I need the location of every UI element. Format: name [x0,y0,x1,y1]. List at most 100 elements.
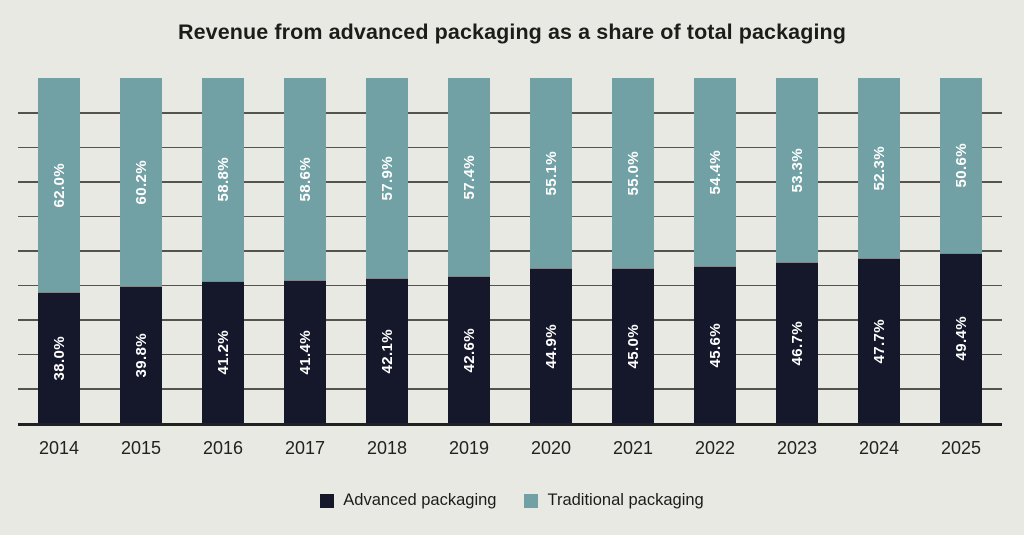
advanced-packaging-segment-2024: 47.7% [858,258,900,423]
traditional-packaging-value-label: 52.3% [870,145,888,191]
bar-slot-2015: 60.2% 39.8% [100,78,182,423]
stacked-bar-2025: 50.6% 49.4% [940,78,982,423]
advanced-packaging-value-label: 38.0% [50,335,68,381]
bar-slot-2024: 52.3% 47.7% [838,78,920,423]
bar-slot-2019: 57.4% 42.6% [428,78,510,423]
bar-slot-2017: 58.6% 41.4% [264,78,346,423]
traditional-packaging-value-label: 57.9% [378,155,396,201]
traditional-packaging-segment-2022: 54.4% [694,78,736,266]
advanced-packaging-segment-2025: 49.4% [940,252,982,423]
gridline [18,146,1002,148]
x-axis-tick-2016: 2016 [202,438,244,458]
traditional-packaging-value-label: 53.3% [788,147,806,193]
traditional-packaging-value-label: 55.1% [542,150,560,196]
x-axis-tick-2017: 2017 [284,438,326,458]
stacked-bar-2020: 55.1% 44.9% [530,78,572,423]
stacked-bar-2014: 62.0% 38.0% [38,78,80,423]
traditional-packaging-segment-2015: 60.2% [120,78,162,286]
gridline [18,250,1002,252]
bar-slot-2021: 55.0% 45.0% [592,78,674,423]
traditional-packaging-value-label: 58.8% [214,157,232,202]
traditional-packaging-swatch-icon [524,493,539,508]
gridline [18,181,1002,183]
traditional-packaging-value-label: 50.6% [952,143,970,188]
legend-item-traditional-packaging: Traditional packaging [524,491,704,510]
advanced-packaging-segment-2018: 42.1% [366,277,408,423]
stacked-bar-2023: 53.3% 46.7% [776,78,818,423]
traditional-packaging-segment-2017: 58.6% [284,78,326,281]
traditional-packaging-value-label: 62.0% [50,162,68,208]
stacked-bar-2019: 57.4% 42.6% [448,78,490,423]
advanced-packaging-segment-2020: 44.9% [530,268,572,423]
advanced-packaging-segment-2017: 41.4% [284,280,326,423]
traditional-packaging-segment-2014: 62.0% [38,78,80,292]
x-axis-tick-2015: 2015 [120,438,162,458]
advanced-packaging-value-label: 42.6% [460,327,478,373]
plot-area: 62.0% 38.0% 60.2% 39.8% 58.8% 41.2% 58.6% 41.4%… [18,78,1002,426]
traditional-packaging-segment-2020: 55.1% [530,78,572,269]
bar-slot-2023: 53.3% 46.7% [756,78,838,423]
bar-slot-2016: 58.8% 41.2% [182,78,264,423]
advanced-packaging-value-label: 39.8% [132,332,150,378]
advanced-packaging-segment-2019: 42.6% [448,276,490,423]
advanced-packaging-value-label: 49.4% [952,316,970,361]
stacked-bar-2017: 58.6% 41.4% [284,78,326,423]
advanced-packaging-swatch-icon [320,493,335,508]
legend-item-advanced-packaging: Advanced packaging [320,491,496,510]
stacked-bar-2016: 58.8% 41.2% [202,78,244,423]
bars-container: 62.0% 38.0% 60.2% 39.8% 58.8% 41.2% 58.6% 41.4%… [18,78,1002,423]
advanced-packaging-value-label: 46.7% [788,320,806,366]
advanced-packaging-segment-2015: 39.8% [120,285,162,423]
stacked-bar-2022: 54.4% 45.6% [694,78,736,423]
x-axis-tick-2021: 2021 [612,438,654,458]
traditional-packaging-segment-2016: 58.8% [202,78,244,281]
stacked-bar-2018: 57.9% 42.1% [366,78,408,423]
advanced-packaging-value-label: 41.4% [296,329,314,375]
bar-slot-2018: 57.9% 42.1% [346,78,428,423]
x-axis-tick-2025: 2025 [940,438,982,458]
stacked-bar-2021: 55.0% 45.0% [612,78,654,423]
bar-slot-2014: 62.0% 38.0% [18,78,100,423]
x-axis-tick-2018: 2018 [366,438,408,458]
advanced-packaging-segment-2022: 45.6% [694,265,736,423]
traditional-packaging-segment-2021: 55.0% [612,78,654,268]
gridline [18,284,1002,286]
traditional-packaging-value-label: 55.0% [624,150,642,196]
advanced-packaging-segment-2014: 38.0% [38,291,80,423]
traditional-packaging-segment-2023: 53.3% [776,78,818,262]
gridline [18,215,1002,217]
stacked-bar-2015: 60.2% 39.8% [120,78,162,423]
x-axis-tick-2014: 2014 [38,438,80,458]
stacked-bar-2024: 52.3% 47.7% [858,78,900,423]
traditional-packaging-value-label: 58.6% [296,156,314,202]
bar-slot-2025: 50.6% 49.4% [920,78,1002,423]
bar-slot-2022: 54.4% 45.6% [674,78,756,423]
advanced-packaging-segment-2016: 41.2% [202,280,244,423]
gridline [18,388,1002,390]
x-axis-labels: 2014 2015 2016 2017 2018 2019 2020 2021 2022 2023… [18,438,1002,459]
advanced-packaging-value-label: 42.1% [378,328,396,374]
legend-label: Traditional packaging [547,491,704,509]
chart-title: Revenue from advanced packaging as a sha… [177,20,847,44]
gridline [18,319,1002,321]
advanced-packaging-value-label: 41.2% [214,330,232,375]
traditional-packaging-value-label: 60.2% [132,159,150,205]
x-axis-line [18,423,1002,426]
advanced-packaging-segment-2023: 46.7% [776,261,818,423]
legend-label: Advanced packaging [343,491,497,509]
traditional-packaging-segment-2025: 50.6% [940,78,982,253]
x-axis-tick-2024: 2024 [858,438,900,458]
traditional-packaging-value-label: 57.4% [460,154,478,200]
legend: Advanced packaging Traditional packaging [0,491,1024,510]
x-axis-tick-2023: 2023 [776,438,818,458]
advanced-packaging-segment-2021: 45.0% [612,267,654,423]
advanced-packaging-value-label: 44.9% [542,323,560,369]
advanced-packaging-value-label: 47.7% [870,318,888,364]
advanced-packaging-value-label: 45.6% [706,322,724,368]
advanced-packaging-value-label: 45.0% [624,323,642,369]
x-axis-tick-2019: 2019 [448,438,490,458]
traditional-packaging-segment-2019: 57.4% [448,78,490,277]
gridline [18,353,1002,355]
traditional-packaging-value-label: 54.4% [706,149,724,195]
